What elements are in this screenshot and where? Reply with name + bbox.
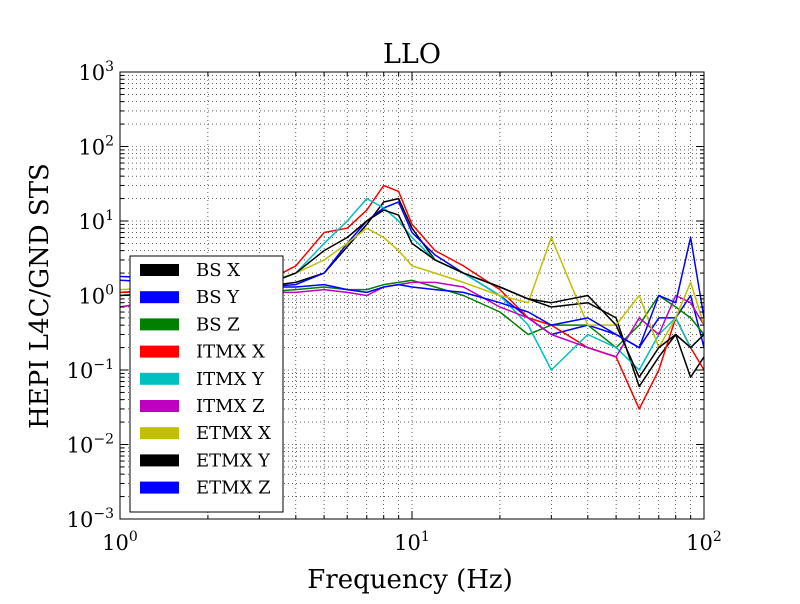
plot-lines — [119, 184, 705, 410]
legend-swatch — [140, 400, 179, 412]
legend-label: ITMX Z — [196, 396, 265, 417]
legend-swatch — [140, 481, 179, 494]
series-line — [119, 236, 705, 349]
y-tick-label: 10−2 — [67, 432, 114, 458]
legend-label: ITMX X — [196, 342, 265, 363]
legend-label: BS X — [196, 260, 240, 281]
series-line — [119, 279, 705, 349]
y-tick-label: 102 — [78, 134, 114, 160]
legend-label: ETMX Z — [196, 478, 271, 499]
y-tick-label: 10−3 — [67, 506, 114, 532]
legend-swatch — [140, 427, 179, 440]
series-line — [119, 281, 705, 358]
y-tick-label: 103 — [78, 59, 114, 85]
series-line — [119, 209, 705, 378]
y-tick-label: 101 — [78, 208, 114, 234]
x-tick-label: 102 — [686, 529, 722, 555]
y-tick-label: 10−1 — [67, 357, 114, 383]
legend-label: ITMX Y — [196, 369, 265, 390]
legend-swatch — [140, 318, 179, 331]
y-axis-label: HEPI L4C/GND STS — [25, 163, 55, 429]
grid — [120, 72, 704, 519]
y-tick-label: 100 — [78, 283, 114, 309]
x-axis-label: Frequency (Hz) — [307, 565, 513, 595]
series-line — [119, 184, 705, 410]
legend-label: BS Y — [196, 287, 240, 308]
legend-swatch — [140, 454, 179, 467]
axis-ticks — [119, 71, 705, 520]
chart-title: LLO — [383, 39, 441, 70]
legend-label: ETMX X — [196, 423, 271, 444]
legend-swatch — [140, 372, 179, 385]
series-line — [119, 201, 705, 349]
y-tick-labels: 10−3 10−2 10−1 100 101 102 103 — [67, 59, 114, 532]
legend-swatch — [140, 291, 179, 304]
legend-swatch — [140, 345, 179, 358]
legend: BS X BS Y BS Z ITMX X ITMX Y ITMX Z ETMX X ETMX… — [129, 255, 284, 513]
x-tick-label: 101 — [394, 529, 430, 555]
legend-swatch — [140, 264, 179, 276]
x-tick-label: 100 — [102, 529, 138, 555]
legend-label: ETMX Y — [196, 450, 271, 471]
x-tick-labels: 100 101 102 — [102, 529, 722, 555]
legend-label: BS Z — [196, 314, 240, 335]
